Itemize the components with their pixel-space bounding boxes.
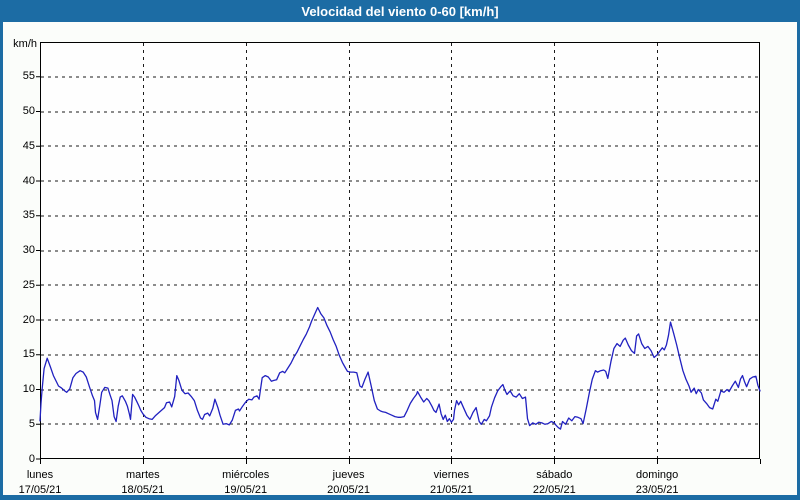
y-tick-label: 10 — [22, 383, 35, 395]
y-tick-label: 45 — [22, 139, 35, 152]
x-tick-day-name: martes — [126, 469, 160, 481]
x-tick-label: miércoles 19/05/21 — [222, 468, 269, 498]
x-tick-date: 22/05/21 — [532, 484, 576, 496]
title-bar: Velocidad del viento 0-60 [km/h] — [0, 0, 800, 22]
x-tick-day-name: viernes — [433, 469, 470, 481]
y-tick-label: 15 — [22, 348, 35, 361]
y-tick-label: 35 — [22, 209, 35, 222]
y-tick-label: 0 — [28, 452, 35, 465]
y-tick-label: 40 — [22, 174, 35, 187]
chart-title: Velocidad del viento 0-60 [km/h] — [301, 3, 499, 19]
x-tick-day-name: domingo — [636, 469, 679, 481]
x-tick-label: martes 18/05/21 — [121, 468, 164, 498]
x-tick-label: jueves 20/05/21 — [327, 468, 370, 498]
x-tick-label: lunes 17/05/21 — [19, 468, 62, 498]
x-tick-date: 20/05/21 — [327, 484, 370, 496]
x-tick-day-name: sábado — [536, 469, 573, 481]
y-axis-unit-label: km/h — [13, 38, 37, 50]
x-tick-date: 17/05/21 — [18, 484, 62, 496]
plot-area — [36, 42, 761, 464]
y-tick-label: 50 — [22, 105, 35, 117]
x-tick-date: 23/05/21 — [635, 484, 679, 496]
y-tick-label: 55 — [22, 70, 35, 83]
x-tick-label: domingo 23/05/21 — [636, 468, 679, 498]
y-tick-label: 20 — [22, 313, 35, 326]
x-tick-day-name: jueves — [332, 469, 365, 481]
x-tick-day-name: miércoles — [222, 469, 270, 481]
chart-content: km/h 0 5 10 15 20 25 30 35 40 45 50 55 lunes 17/05/2… — [3, 22, 797, 498]
x-tick-date: 19/05/21 — [224, 484, 268, 496]
y-tick-label: 25 — [22, 278, 35, 291]
x-tick-label: sábado 22/05/21 — [533, 468, 576, 498]
x-tick-date: 21/05/21 — [430, 484, 473, 496]
x-tick-label: viernes 21/05/21 — [430, 468, 473, 498]
y-tick-label: 5 — [28, 417, 35, 430]
x-tick-date: 18/05/21 — [121, 484, 165, 496]
chart-svg — [36, 42, 761, 464]
y-tick-label: 30 — [22, 244, 35, 256]
x-tick-day-name: lunes — [26, 469, 54, 481]
